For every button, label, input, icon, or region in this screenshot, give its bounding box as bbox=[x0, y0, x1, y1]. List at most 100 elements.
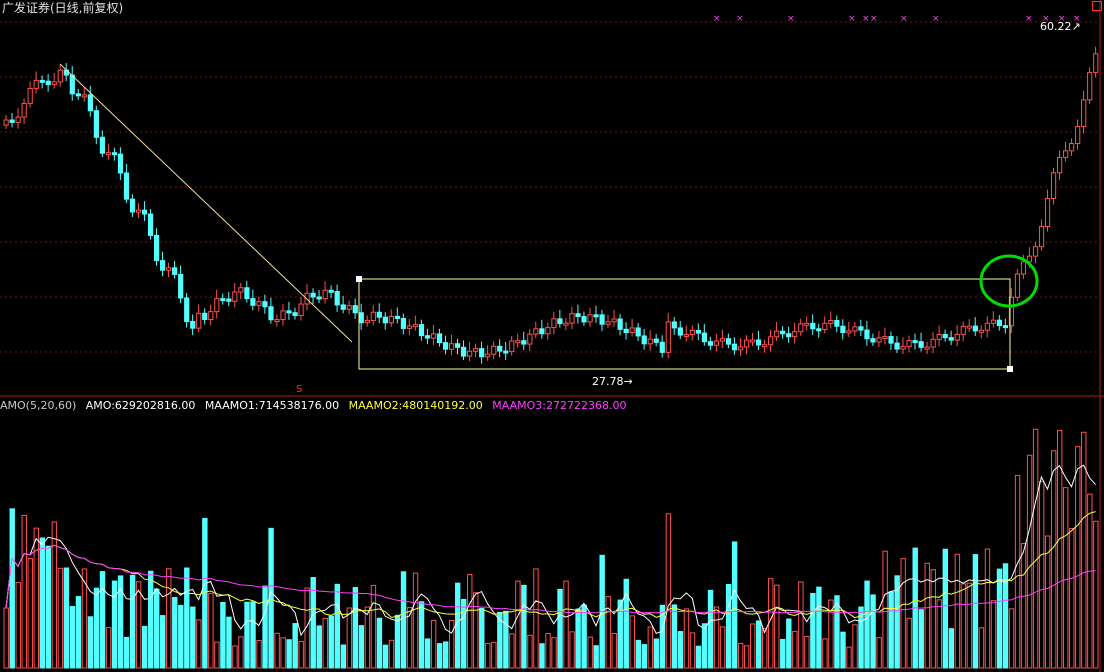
candle-body bbox=[996, 319, 1002, 327]
candle-body bbox=[617, 318, 623, 330]
volume-bar bbox=[762, 627, 768, 669]
candle-body bbox=[1014, 273, 1021, 298]
candle-body bbox=[1081, 99, 1087, 128]
signal-marker: × bbox=[900, 14, 908, 24]
volume-bar bbox=[551, 637, 557, 669]
candle-body bbox=[352, 305, 358, 314]
volume-bar bbox=[81, 568, 88, 669]
volume-bar bbox=[629, 615, 635, 669]
volume-bar bbox=[990, 600, 997, 669]
candle-body bbox=[593, 314, 599, 318]
volume-bar bbox=[695, 645, 702, 669]
volume-bar bbox=[521, 584, 527, 669]
volume-bar bbox=[21, 514, 27, 669]
candle-body bbox=[214, 298, 220, 313]
candle-body bbox=[515, 340, 521, 344]
volume-bar bbox=[238, 636, 244, 669]
candle-body bbox=[45, 80, 51, 86]
trend-line bbox=[59, 63, 353, 343]
volume-bar bbox=[954, 553, 961, 669]
volume-bar bbox=[1069, 528, 1075, 669]
candle-body bbox=[75, 93, 81, 97]
volume-bar bbox=[27, 558, 33, 669]
candle-body bbox=[298, 303, 304, 317]
candle-body bbox=[111, 152, 118, 156]
volume-bar bbox=[617, 599, 623, 669]
volume-bar bbox=[996, 568, 1003, 669]
candle-body bbox=[888, 336, 894, 344]
candle-body bbox=[202, 312, 208, 320]
candle-body bbox=[828, 319, 834, 324]
volume-bar bbox=[509, 633, 515, 669]
volume-bar bbox=[611, 632, 617, 669]
volume-bar bbox=[798, 581, 804, 669]
candle-body bbox=[930, 338, 936, 348]
candle-body bbox=[1032, 246, 1039, 257]
volume-bar bbox=[894, 575, 900, 669]
signal-marker: × bbox=[848, 14, 856, 24]
signal-marker: × bbox=[1042, 14, 1050, 24]
candlestick-series[interactable] bbox=[3, 46, 1099, 364]
volume-bar bbox=[376, 617, 383, 669]
volume-bar bbox=[123, 636, 130, 669]
volume-bar bbox=[852, 624, 858, 669]
chart-title: 广发证券(日线,前复权) bbox=[2, 1, 124, 15]
candle-body bbox=[286, 310, 292, 314]
volume-bar bbox=[593, 645, 599, 669]
candle-body bbox=[27, 87, 33, 104]
candle-body bbox=[497, 345, 503, 352]
candle-body bbox=[412, 324, 419, 328]
window-toggle-icon[interactable] bbox=[1092, 1, 1102, 11]
signal-marker: × bbox=[736, 14, 744, 24]
candle-body bbox=[912, 340, 918, 344]
candle-body bbox=[792, 331, 798, 338]
volume-bar bbox=[316, 625, 322, 669]
candle-body bbox=[123, 172, 130, 200]
candle-body bbox=[310, 292, 316, 298]
candle-body bbox=[647, 338, 653, 345]
candle-body bbox=[328, 289, 334, 293]
candle-body bbox=[972, 325, 978, 332]
candle-body bbox=[816, 328, 822, 332]
candle-body bbox=[786, 333, 792, 338]
volume-bar bbox=[328, 615, 334, 669]
candle-body bbox=[1044, 197, 1051, 228]
volume-bar bbox=[683, 608, 690, 669]
candle-body bbox=[1069, 143, 1075, 152]
volume-bar bbox=[117, 575, 124, 669]
candle-body bbox=[15, 116, 21, 123]
maamo1-line bbox=[5, 464, 1096, 637]
volume-bars[interactable] bbox=[3, 428, 1099, 669]
volume-bar bbox=[563, 580, 569, 669]
volume-bar bbox=[33, 527, 39, 669]
volume-bar bbox=[647, 626, 654, 669]
maamo3-value: MAAMO3:272722368.00 bbox=[492, 399, 627, 412]
consolidation-box bbox=[358, 278, 1011, 370]
volume-bar bbox=[467, 574, 473, 669]
volume-bar bbox=[45, 545, 52, 669]
candle-body bbox=[334, 291, 340, 306]
volume-bar bbox=[87, 616, 94, 669]
volume-bar bbox=[828, 599, 834, 669]
candle-body bbox=[1008, 296, 1015, 327]
volume-bar bbox=[1081, 431, 1087, 669]
candle-body bbox=[1057, 156, 1063, 174]
candle-body bbox=[695, 329, 701, 334]
candle-body bbox=[1020, 261, 1027, 275]
volume-bar bbox=[196, 619, 202, 669]
candle-body bbox=[430, 333, 437, 339]
volume-bar bbox=[292, 623, 298, 669]
volume-bar bbox=[713, 606, 720, 669]
volume-bar bbox=[479, 607, 485, 669]
volume-bar bbox=[948, 628, 955, 669]
volume-bar bbox=[846, 646, 852, 669]
volume-bar bbox=[310, 576, 316, 669]
candle-body bbox=[166, 267, 172, 271]
candle-body bbox=[719, 338, 726, 342]
s-marker: S bbox=[296, 384, 302, 395]
maamo2-line bbox=[5, 511, 1096, 619]
candle-body bbox=[172, 267, 178, 275]
volume-bar bbox=[876, 637, 882, 669]
candle-body bbox=[762, 344, 768, 348]
